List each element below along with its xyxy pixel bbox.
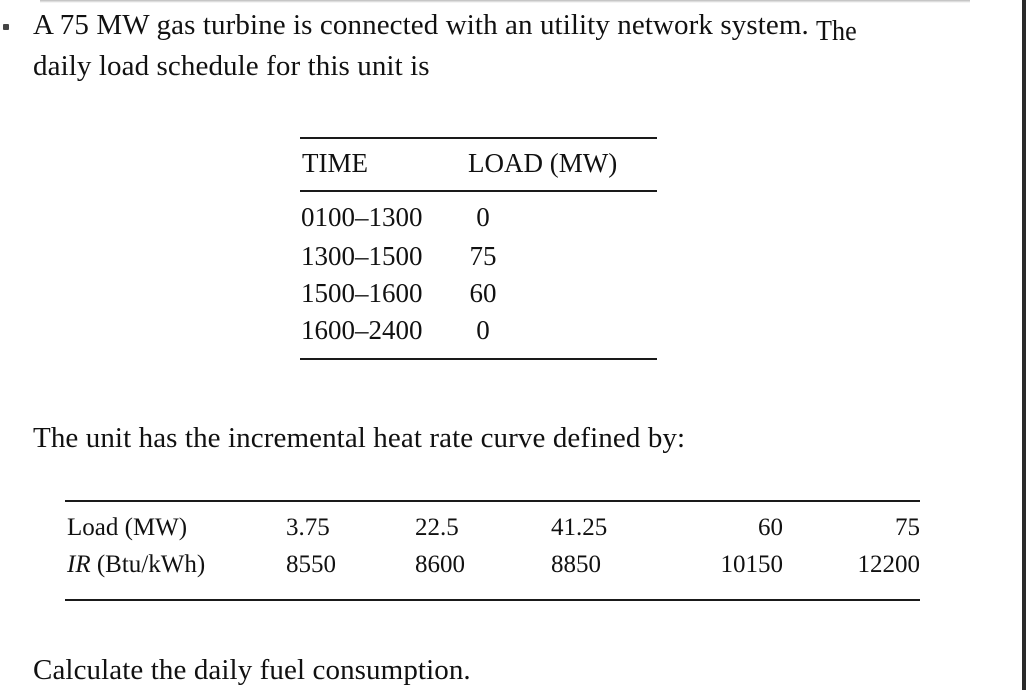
problem-statement-line-1: A 75 MW gas turbine is connected with an… <box>33 5 862 47</box>
schedule-row-load: 60 <box>469 278 497 308</box>
heat-rate-ir-value: 8850 <box>551 551 601 578</box>
heat-rate-ir-value: 8600 <box>415 551 465 578</box>
schedule-row-time: 1500–1600 <box>301 278 423 308</box>
schedule-header-load: LOAD (MW) <box>468 148 618 178</box>
schedule-table-header-rule <box>300 190 657 192</box>
schedule-header-time: TIME <box>302 148 368 178</box>
heat-rate-load-label: Load (MW) <box>67 514 188 541</box>
heat-rate-ir-value: 12200 <box>857 551 921 578</box>
problem-statement-tail: The <box>816 15 858 47</box>
schedule-table-top-rule <box>300 137 657 139</box>
heat-rate-ir-symbol: IR <box>67 551 91 578</box>
schedule-row-load: 75 <box>469 241 497 271</box>
heat-rate-ir-value: 8550 <box>286 551 336 578</box>
schedule-row-load: 0 <box>476 315 490 345</box>
question-text: Calculate the daily fuel consumption. <box>33 654 471 686</box>
scan-top-edge <box>40 0 970 3</box>
heat-rate-load-value: 41.25 <box>551 514 608 541</box>
schedule-table-bottom-rule <box>300 358 657 360</box>
heat-rate-table-bottom-rule <box>65 599 920 601</box>
scan-right-border <box>1022 0 1026 690</box>
heat-rate-ir-value: 10150 <box>720 551 784 578</box>
heat-rate-load-value: 3.75 <box>286 514 330 541</box>
heat-rate-intro: The unit has the incremental heat rate c… <box>33 422 686 454</box>
heat-rate-load-value: 75 <box>895 514 920 541</box>
schedule-row-time: 0100–1300 <box>301 202 423 232</box>
heat-rate-ir-label: IR (Btu/kWh) <box>67 550 205 580</box>
schedule-row-load: 0 <box>476 202 490 232</box>
problem-statement-text: A 75 MW gas turbine is connected with an… <box>33 9 809 41</box>
schedule-row-time: 1300–1500 <box>301 241 423 271</box>
problem-bullet <box>3 24 9 30</box>
heat-rate-load-value: 22.5 <box>415 514 459 541</box>
heat-rate-table-top-rule <box>65 500 920 502</box>
heat-rate-load-value: 60 <box>758 514 783 541</box>
problem-statement-line-2: daily load schedule for this unit is <box>33 50 430 82</box>
heat-rate-ir-unit: (Btu/kWh) <box>96 551 206 578</box>
schedule-row-time: 1600–2400 <box>301 315 423 345</box>
